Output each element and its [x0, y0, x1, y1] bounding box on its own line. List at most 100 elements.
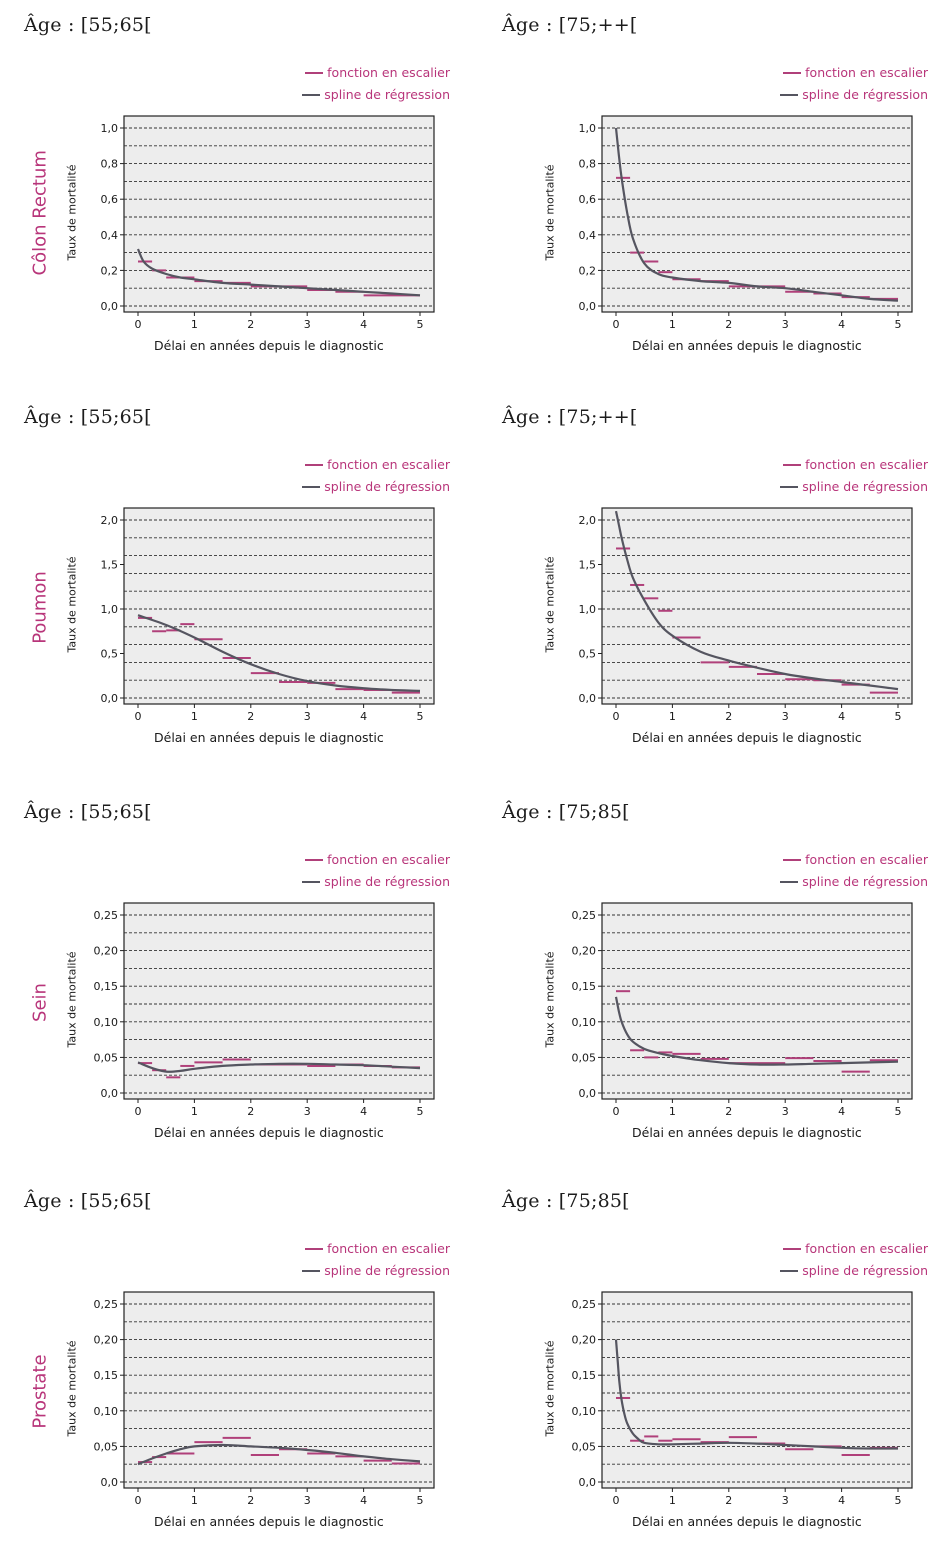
x-axis-label: Délai en années depuis le diagnostic — [154, 1514, 384, 1529]
y-axis-label: Taux de mortalité — [65, 556, 79, 653]
spline-curve — [137, 1061, 421, 1073]
plot-background — [123, 507, 435, 705]
legend-entry-step: fonction en escalier — [200, 62, 450, 84]
age-group-title: Âge : [75;85[ — [502, 801, 630, 823]
plot-area: 0,0 0,05 0,10 0,15 0,20 0,25 0 1 2 3 4 5 — [94, 1291, 435, 1507]
plot-area: 0,0 0,2 0,4 0,6 0,8 1,0 0 1 2 3 4 5 — [579, 115, 913, 331]
spline-curve — [614, 127, 899, 302]
y-axis-label: Taux de mortalité — [543, 1340, 557, 1437]
legend-entry-step: fonction en escalier — [678, 1238, 928, 1260]
legend-entry-spline: spline de régression — [678, 476, 928, 498]
y-tick-label: 0,25 — [572, 909, 597, 922]
x-tick-label: 5 — [895, 318, 902, 331]
y-tick-label: 0,0 — [579, 692, 597, 705]
legend-entry-step: fonction en escalier — [200, 849, 450, 871]
x-tick-label: 1 — [669, 710, 676, 723]
x-tick-label: 5 — [895, 710, 902, 723]
legend-label-spline: spline de régression — [324, 87, 450, 102]
legend-entry-spline: spline de régression — [200, 84, 450, 106]
x-tick-label: 4 — [838, 318, 845, 331]
y-tick-label: 0,15 — [94, 1369, 119, 1382]
legend-swatch-spline — [780, 881, 799, 883]
x-axis-label: Délai en années depuis le diagnostic — [154, 338, 384, 353]
y-tick-label: 0,0 — [579, 300, 597, 313]
age-group-title: Âge : [75;++[ — [502, 406, 638, 428]
x-tick-label: 2 — [247, 710, 254, 723]
legend-label-spline: spline de régression — [324, 874, 450, 889]
legend-label-step: fonction en escalier — [327, 457, 450, 472]
legend: fonction en escalier spline de régression — [200, 62, 450, 106]
x-tick-label: 3 — [782, 318, 789, 331]
y-tick-label: 0,10 — [94, 1405, 119, 1418]
y-tick-label: 0,05 — [94, 1440, 119, 1453]
x-tick-label: 5 — [895, 1105, 902, 1118]
chart-panel: Âge : [55;65[ fonction en escalier spline … — [0, 787, 460, 1172]
spline-curve — [614, 996, 899, 1066]
age-group-title: Âge : [55;65[ — [24, 406, 152, 428]
chart-panel: Âge : [55;65[fonction en escalier spline … — [0, 392, 460, 777]
plot-area: 0,0 0,05 0,10 0,15 0,20 0,25 0 1 2 3 4 5 — [572, 902, 913, 1118]
y-tick-label: 0,2 — [101, 264, 119, 277]
x-axis-label: Délai en années depuis le diagnostic — [632, 338, 862, 353]
legend-entry-spline: spline de régression — [678, 84, 928, 106]
y-tick-label: 0,0 — [579, 1087, 597, 1100]
legend-entry-spline: spline de régression — [200, 871, 450, 893]
y-tick-label: 0,15 — [572, 980, 597, 993]
y-tick-label: 0,4 — [579, 229, 597, 242]
legend-swatch-spline — [780, 1270, 799, 1272]
y-tick-label: 1,0 — [101, 122, 119, 135]
x-tick-label: 0 — [135, 1494, 142, 1507]
y-tick-label: 0,2 — [579, 264, 597, 277]
x-axis-label: Délai en années depuis le diagnostic — [632, 1514, 862, 1529]
x-tick-label: 3 — [304, 1105, 311, 1118]
x-tick-label: 3 — [782, 1494, 789, 1507]
x-tick-label: 0 — [613, 710, 620, 723]
spline-curve — [137, 614, 421, 692]
y-tick-label: 0,10 — [572, 1016, 597, 1029]
legend: fonction en escalier spline de régression — [678, 454, 928, 498]
x-tick-label: 3 — [304, 710, 311, 723]
y-tick-label: 0,15 — [572, 1369, 597, 1382]
x-tick-label: 0 — [613, 318, 620, 331]
chart-panel: Âge : [75;85[fonction en escalier spline … — [478, 787, 938, 1172]
y-tick-label: 0,20 — [94, 1334, 119, 1347]
x-tick-label: 4 — [838, 1105, 845, 1118]
legend-label-spline: spline de régression — [324, 1263, 450, 1278]
x-axis-label: Délai en années depuis le diagnostic — [154, 1125, 384, 1140]
x-tick-label: 2 — [725, 1105, 732, 1118]
legend-swatch-spline — [302, 94, 321, 96]
plot-area: 0,0 0,2 0,4 0,6 0,8 1,0 0 1 2 3 4 5 — [101, 115, 435, 331]
chart-panel: Âge : [75;++[ fonction en escalier spline … — [478, 392, 938, 777]
x-tick-label: 2 — [725, 1494, 732, 1507]
x-axis-label: Délai en années depuis le diagnostic — [154, 730, 384, 745]
y-tick-label: 1,0 — [579, 603, 597, 616]
spline-curve — [614, 1339, 899, 1450]
x-tick-label: 5 — [895, 1494, 902, 1507]
x-tick-label: 1 — [191, 1105, 198, 1118]
x-tick-label: 5 — [417, 318, 424, 331]
legend-swatch-step — [305, 464, 324, 466]
y-tick-label: 0,05 — [572, 1051, 597, 1064]
legend-label-step: fonction en escalier — [327, 65, 450, 80]
y-tick-label: 0,0 — [579, 1476, 597, 1489]
x-tick-label: 2 — [725, 710, 732, 723]
legend-swatch-spline — [780, 94, 799, 96]
plot-background — [601, 507, 913, 705]
legend-entry-spline: spline de régression — [678, 871, 928, 893]
y-tick-label: 0,10 — [572, 1405, 597, 1418]
legend-label-spline: spline de régression — [802, 874, 928, 889]
y-tick-label: 0,6 — [101, 193, 119, 206]
legend-label-step: fonction en escalier — [327, 1241, 450, 1256]
y-axis-label: Taux de mortalité — [543, 951, 557, 1048]
age-group-title: Âge : [55;65[ — [24, 801, 152, 823]
legend-swatch-step — [783, 859, 802, 861]
x-tick-label: 1 — [191, 710, 198, 723]
y-tick-label: 0,20 — [94, 945, 119, 958]
legend-swatch-step — [305, 72, 324, 74]
legend-label-step: fonction en escalier — [805, 65, 928, 80]
legend-swatch-step — [305, 859, 324, 861]
x-tick-label: 1 — [669, 1105, 676, 1118]
legend-label-step: fonction en escalier — [327, 852, 450, 867]
y-tick-label: 0,10 — [94, 1016, 119, 1029]
x-tick-label: 1 — [669, 1494, 676, 1507]
